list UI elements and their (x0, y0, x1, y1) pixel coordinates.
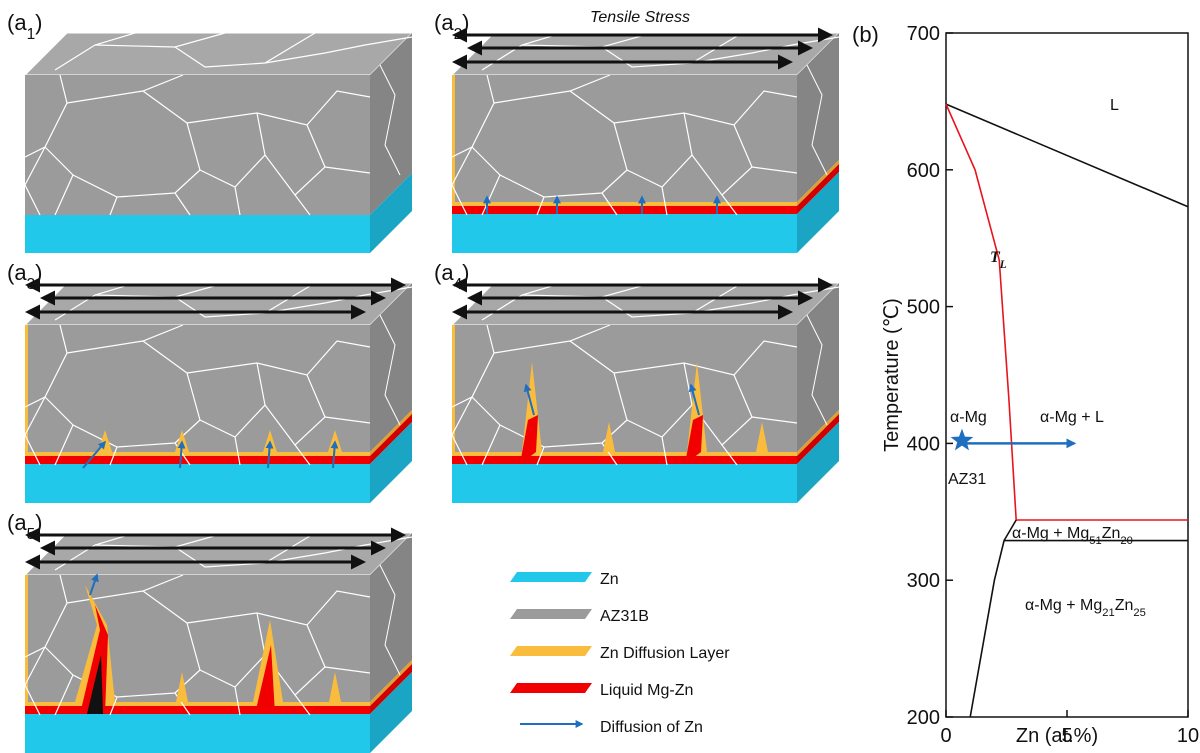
region-label-part: 25 (1133, 607, 1145, 619)
region-label: α-Mg + L (1040, 409, 1104, 426)
top-face (25, 533, 412, 575)
phase-line (970, 520, 1016, 717)
region-label-part: α-Mg + Mg (1012, 525, 1089, 542)
legend-label: Zn (600, 571, 619, 588)
phase-line (946, 104, 1188, 207)
panel-label-part: 5 (27, 526, 36, 543)
zn-front (452, 214, 797, 253)
specimen-block (25, 33, 412, 253)
region-label-part: Zn (1115, 597, 1134, 614)
specimen-block (25, 533, 412, 753)
az31-marker (951, 429, 974, 451)
top-face (452, 283, 839, 325)
region-label-part: 51 (1089, 535, 1101, 547)
y-tick-label: 700 (907, 23, 940, 45)
marker-label: AZ31 (948, 471, 986, 488)
panel-label: (b) (852, 22, 879, 47)
diffusion-layer (452, 202, 797, 206)
az31-front (452, 325, 797, 452)
diffusion-layer (452, 452, 797, 456)
zn-front (25, 714, 370, 753)
specimen-block (25, 283, 412, 503)
panel-label-part: (a (434, 10, 454, 35)
panel-label-part: (a (7, 10, 27, 35)
annotation: Tensile Stress (590, 9, 690, 26)
phase-line (946, 104, 1188, 520)
y-axis-label: Temperature (℃) (881, 298, 903, 452)
legend-swatch (510, 683, 592, 693)
az31-front (452, 75, 797, 202)
legend-swatch (510, 572, 592, 582)
legend-label: Zn Diffusion Layer (600, 645, 730, 662)
region-label: TL (990, 249, 1007, 271)
diffusion-layer (25, 452, 370, 456)
top-face (452, 33, 839, 75)
panel-label-part: 1 (27, 26, 36, 43)
specimen-block (452, 33, 839, 253)
panel-label-part: 3 (27, 276, 36, 293)
x-tick-label: 10 (1177, 725, 1199, 747)
liquid-layer (25, 456, 370, 464)
legend-label: Diffusion of Zn (600, 719, 703, 736)
zn-front (25, 215, 370, 253)
liquid-layer (452, 206, 797, 214)
panel-label: (a5) (7, 510, 42, 543)
top-face (25, 33, 412, 75)
y-tick-label: 200 (907, 707, 940, 729)
region-label: α-Mg (950, 409, 987, 426)
region-label-part: 20 (1120, 535, 1132, 547)
x-axis-label: Zn (at.%) (1016, 725, 1098, 747)
zn-front (25, 464, 370, 503)
x-tick-label: 0 (940, 725, 951, 747)
legend-swatch (510, 609, 592, 619)
region-label: L (1110, 97, 1119, 114)
y-tick-label: 400 (907, 433, 940, 455)
region-label-part: L (1110, 97, 1119, 114)
region-label-part: L (999, 259, 1007, 271)
panel-label-part: ) (462, 260, 469, 285)
panel-label: (a4) (434, 260, 469, 293)
legend-label: AZ31B (600, 608, 649, 625)
y-tick-label: 500 (907, 297, 940, 319)
panel-label-part: ) (35, 10, 42, 35)
region-label-part: α-Mg (950, 409, 987, 426)
panel-label-part: 2 (454, 26, 463, 43)
panel-label: (a2) (434, 10, 469, 43)
panel-label: (a3) (7, 260, 42, 293)
plot-frame (946, 33, 1188, 717)
az31-front (25, 575, 370, 702)
region-label-part: Zn (1102, 525, 1121, 542)
panel-label-part: (a (7, 510, 27, 535)
specimen-block (452, 283, 839, 503)
y-tick-label: 300 (907, 570, 940, 592)
zn-front (452, 464, 797, 503)
panel-label-part: (a (7, 260, 27, 285)
liquid-layer (25, 706, 370, 714)
panel-label-part: ) (35, 510, 42, 535)
legend-swatch (510, 646, 592, 656)
legend-label: Liquid Mg-Zn (600, 682, 693, 699)
figure: (a1)(a2)(a3)(a4)(a5)Tensile StressZnAZ31… (0, 0, 1200, 753)
region-label-part: 21 (1102, 607, 1114, 619)
diffusion-layer (25, 702, 370, 706)
az31-front (25, 325, 370, 452)
liquid-layer (452, 456, 797, 464)
region-label: α-Mg + Mg51Zn20 (1012, 525, 1133, 547)
region-label-part: α-Mg + L (1040, 409, 1104, 426)
y-tick-label: 600 (907, 160, 940, 182)
top-face (25, 283, 412, 325)
panel-label-part: (a (434, 260, 454, 285)
panel-label-part: ) (35, 260, 42, 285)
panel-label: (a1) (7, 10, 42, 43)
az31-front (25, 75, 370, 215)
panel-label-part: ) (462, 10, 469, 35)
region-label: α-Mg + Mg21Zn25 (1025, 597, 1146, 619)
region-label-part: α-Mg + Mg (1025, 597, 1102, 614)
